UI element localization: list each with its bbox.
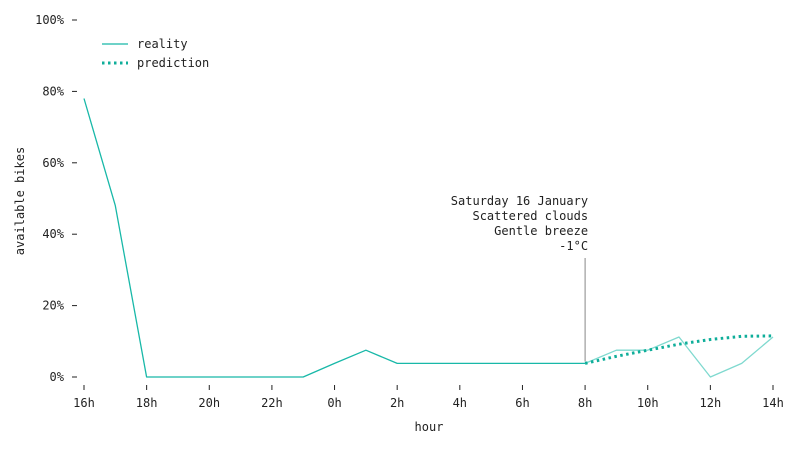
legend-label: reality — [137, 37, 188, 51]
legend: reality prediction — [102, 37, 209, 70]
x-tick-label: 22h — [261, 396, 283, 410]
x-tick-label: 18h — [136, 396, 158, 410]
x-tick-label: 12h — [700, 396, 722, 410]
series-reality-after-annotation — [584, 336, 774, 378]
y-tick-label: 60% — [42, 156, 64, 170]
annotation-line: Scattered clouds — [472, 209, 588, 223]
x-axis-label: hour — [415, 420, 444, 434]
x-tick-label: 6h — [515, 396, 529, 410]
x-tick-label: 2h — [390, 396, 404, 410]
annotation-line: Saturday 16 January — [451, 194, 588, 208]
legend-label: prediction — [137, 56, 209, 70]
y-axis-label: available bikes — [13, 147, 27, 255]
series-reality — [83, 98, 586, 378]
annotation-line: Gentle breeze — [494, 224, 588, 238]
x-tick-label: 0h — [327, 396, 341, 410]
x-tick-label: 10h — [637, 396, 659, 410]
x-tick-label: 8h — [578, 396, 592, 410]
annotation-line: -1°C — [559, 239, 588, 253]
y-axis: 0% 20% 40% 60% 80% 100% — [35, 13, 77, 384]
x-axis: 16h 18h 20h 22h 0h 2h 4h 6h 8h 10h 12h 14h — [73, 385, 784, 410]
y-tick-label: 100% — [35, 13, 65, 27]
plot-area — [83, 98, 774, 378]
x-tick-label: 16h — [73, 396, 95, 410]
x-tick-label: 4h — [453, 396, 467, 410]
y-tick-label: 0% — [50, 370, 65, 384]
y-tick-label: 80% — [42, 84, 64, 98]
y-tick-label: 20% — [42, 299, 64, 313]
x-tick-label: 20h — [198, 396, 220, 410]
series-prediction — [584, 334, 774, 365]
y-tick-label: 40% — [42, 227, 64, 241]
x-tick-label: 14h — [762, 396, 784, 410]
